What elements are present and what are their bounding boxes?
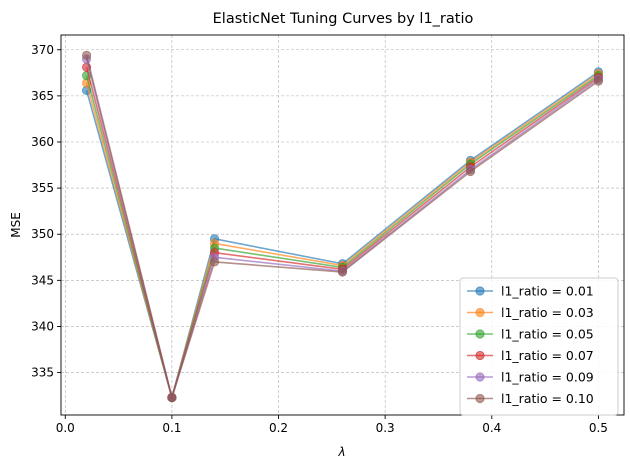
legend-item: l1_ratio = 0.07 <box>467 348 594 363</box>
legend-item: l1_ratio = 0.10 <box>467 391 594 406</box>
x-axis: 0.0 0.1 0.2 0.3 0.4 0.5 <box>56 415 608 435</box>
legend-marker <box>475 372 485 382</box>
data-point <box>465 166 476 177</box>
legend-marker <box>475 393 485 404</box>
y-tick-label: 370 <box>31 43 54 57</box>
legend-marker <box>475 286 485 296</box>
series-layer <box>81 50 604 403</box>
x-tick-label: 0.4 <box>482 421 501 435</box>
legend: l1_ratio = 0.01 l1_ratio = 0.03 l1_ratio =… <box>459 277 619 416</box>
y-tick-label: 335 <box>31 366 54 380</box>
y-tick-label: 360 <box>31 135 54 149</box>
legend-marker <box>475 350 485 361</box>
data-point <box>81 50 92 60</box>
legend-label: l1_ratio = 0.10 <box>501 391 594 406</box>
y-axis-label: MSE <box>9 212 23 238</box>
x-tick-label: 0.1 <box>162 421 181 435</box>
y-tick-label: 340 <box>31 319 54 333</box>
legend-item: l1_ratio = 0.01 <box>467 284 594 299</box>
series-line <box>85 55 599 401</box>
plot-frame <box>60 34 625 416</box>
grid-lines <box>61 35 624 415</box>
x-axis-label: λ <box>337 445 345 459</box>
y-tick-label: 355 <box>31 181 54 195</box>
series-6 <box>81 50 604 403</box>
x-tick-label: 0.3 <box>376 421 395 435</box>
legend-item: l1_ratio = 0.03 <box>467 305 594 320</box>
legend-marker <box>475 329 485 339</box>
legend-box <box>459 277 619 416</box>
data-point <box>209 257 220 267</box>
x-tick-label: 0.5 <box>589 421 608 435</box>
data-point <box>167 392 177 403</box>
legend-marker <box>475 307 485 318</box>
legend-label: l1_ratio = 0.05 <box>501 327 594 342</box>
legend-item: l1_ratio = 0.09 <box>467 370 594 385</box>
legend-label: l1_ratio = 0.01 <box>501 284 594 299</box>
y-tick-label: 350 <box>31 227 54 241</box>
y-tick-label: 365 <box>31 89 54 103</box>
x-tick-label: 0.2 <box>269 421 288 435</box>
legend-item: l1_ratio = 0.05 <box>467 327 594 342</box>
data-point <box>337 267 348 277</box>
legend-label: l1_ratio = 0.07 <box>501 348 594 363</box>
chart-title: ElasticNet Tuning Curves by l1_ratio <box>213 11 474 27</box>
data-point <box>593 76 604 86</box>
y-axis: 335 340 345 350 355 360 365 370 <box>31 43 61 380</box>
y-tick-label: 345 <box>31 273 54 287</box>
legend-label: l1_ratio = 0.09 <box>501 370 594 385</box>
legend-label: l1_ratio = 0.03 <box>501 305 594 320</box>
x-tick-label: 0.0 <box>56 421 75 435</box>
